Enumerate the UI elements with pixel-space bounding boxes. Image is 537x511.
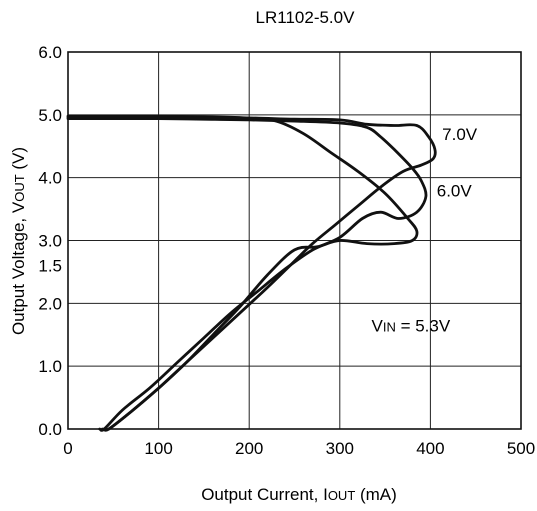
y-axis-label-subscript: OUT	[12, 174, 27, 202]
y-tick-labels: 0.0 1.0 2.0 1.5 3.0 4.0 5.0 6.0	[38, 43, 62, 439]
y-axis-label-part: Output Voltage, V	[9, 201, 28, 335]
y-tick-label: 5.0	[38, 106, 62, 125]
y-tick-label: 4.0	[38, 169, 62, 188]
x-tick-label: 400	[416, 439, 444, 458]
y-tick-label: 3.0	[38, 232, 62, 251]
y-tick-label: 1.0	[38, 357, 62, 376]
plot-frame	[67, 51, 522, 430]
chart-title: LR1102-5.0V	[256, 8, 356, 27]
x-tick-labels: 0 100 200 300 400 500	[63, 439, 535, 458]
annotation-vin-v: V	[372, 317, 384, 336]
series-line-1	[66, 117, 428, 432]
y-axis-label: Output Voltage, VOUT (V)	[9, 147, 28, 335]
annotation-vin: VIN = 5.3V	[372, 317, 451, 336]
x-axis-label-subscript: OUT	[328, 488, 356, 503]
x-tick-label: 200	[235, 439, 263, 458]
curves	[66, 114, 437, 432]
annotation-vin-subscript: IN	[383, 320, 396, 335]
x-tick-label: 300	[326, 439, 354, 458]
y-tick-label: 6.0	[38, 43, 62, 62]
x-tick-label: 0	[63, 439, 72, 458]
y-tick-label: 1.5	[38, 257, 62, 276]
x-tick-label: 100	[144, 439, 172, 458]
y-tick-label: 0.0	[38, 420, 62, 439]
x-tick-label: 500	[507, 439, 535, 458]
annotation-6v: 6.0V	[437, 182, 473, 201]
y-axis-label-unit: (V)	[9, 147, 28, 174]
annotation-vin-value: = 5.3V	[396, 317, 451, 336]
grid	[68, 52, 521, 429]
series-line-2	[66, 115, 437, 432]
x-axis-label-unit: (mA)	[355, 485, 397, 504]
x-axis-label: Output Current, IOUT (mA)	[201, 485, 397, 504]
annotation-7v: 7.0V	[442, 125, 478, 144]
y-tick-label: 2.0	[38, 294, 62, 313]
x-axis-label-part: Output Current, I	[201, 485, 328, 504]
series-line-0	[66, 114, 419, 432]
